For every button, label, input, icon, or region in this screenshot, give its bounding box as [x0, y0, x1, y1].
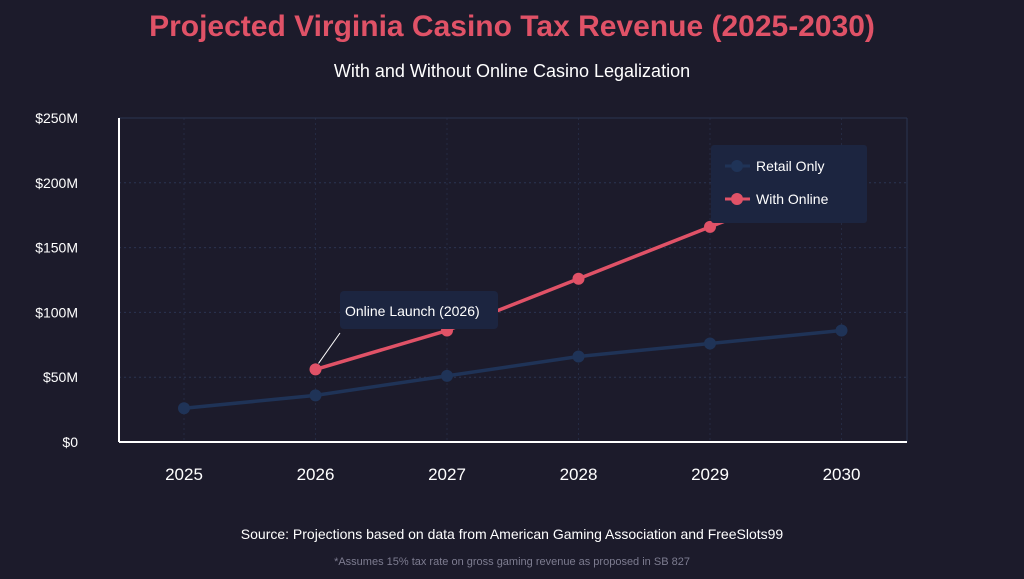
- legend-swatch-marker: [731, 160, 743, 172]
- y-tick-label: $250M: [35, 110, 78, 126]
- data-point: [309, 389, 322, 402]
- x-tick-label: 2027: [428, 465, 466, 484]
- data-point: [572, 350, 585, 363]
- data-point: [704, 220, 716, 233]
- annotation-label: Online Launch (2026): [345, 303, 480, 319]
- y-tick-label: $150M: [35, 240, 78, 256]
- x-tick-label: 2030: [823, 465, 861, 484]
- y-tick-label: $100M: [35, 304, 78, 320]
- y-tick-label: $0: [62, 434, 78, 450]
- legend-label: With Online: [756, 191, 829, 207]
- x-tick-label: 2029: [691, 465, 729, 484]
- y-tick-label: $50M: [43, 369, 78, 385]
- data-point: [835, 324, 848, 337]
- data-point: [572, 272, 585, 285]
- x-tick-label: 2026: [297, 465, 335, 484]
- data-point: [309, 363, 322, 376]
- data-point: [178, 402, 190, 415]
- chart-title: Projected Virginia Casino Tax Revenue (2…: [149, 10, 875, 43]
- x-tick-label: 2025: [165, 465, 203, 484]
- footnote: *Assumes 15% tax rate on gross gaming re…: [334, 556, 690, 568]
- legend-box: [711, 145, 867, 223]
- legend-swatch-marker: [731, 193, 743, 205]
- data-point: [441, 369, 453, 382]
- y-tick-label: $200M: [35, 175, 78, 191]
- annotation-box: [340, 291, 498, 329]
- legend-label: Retail Only: [756, 158, 824, 174]
- source-note: Source: Projections based on data from A…: [240, 526, 784, 542]
- chart-subtitle: With and Without Online Casino Legalizat…: [333, 61, 691, 81]
- x-tick-label: 2028: [560, 465, 598, 484]
- data-point: [704, 337, 716, 350]
- series-line-retail-only: [183, 328, 842, 411]
- annotation-arrow: [318, 332, 341, 364]
